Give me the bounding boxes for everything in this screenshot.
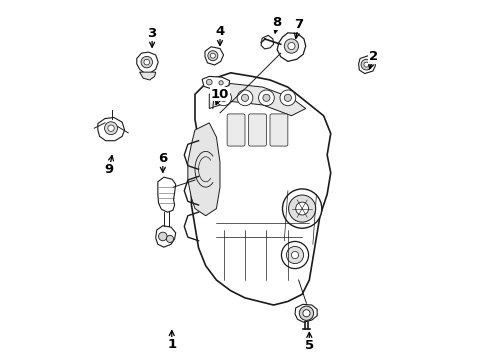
- Circle shape: [159, 232, 167, 241]
- Circle shape: [283, 189, 322, 228]
- PathPatch shape: [192, 73, 331, 305]
- Circle shape: [284, 39, 298, 53]
- Text: 5: 5: [305, 338, 314, 351]
- PathPatch shape: [205, 47, 223, 65]
- Text: 7: 7: [294, 18, 303, 31]
- PathPatch shape: [277, 33, 306, 62]
- Circle shape: [144, 59, 149, 65]
- Text: 3: 3: [147, 27, 157, 40]
- PathPatch shape: [98, 117, 124, 141]
- Circle shape: [104, 122, 118, 135]
- PathPatch shape: [140, 72, 156, 80]
- PathPatch shape: [156, 226, 176, 247]
- Circle shape: [108, 125, 114, 131]
- Text: 2: 2: [369, 50, 378, 63]
- Circle shape: [289, 195, 316, 222]
- PathPatch shape: [209, 84, 306, 116]
- FancyBboxPatch shape: [227, 114, 245, 146]
- Text: 6: 6: [158, 152, 168, 165]
- Circle shape: [242, 94, 248, 102]
- Circle shape: [220, 94, 227, 102]
- Circle shape: [210, 53, 215, 58]
- Circle shape: [237, 90, 253, 106]
- Text: 10: 10: [211, 88, 229, 101]
- FancyBboxPatch shape: [270, 114, 288, 146]
- Circle shape: [219, 81, 223, 85]
- PathPatch shape: [202, 76, 230, 89]
- Circle shape: [141, 57, 152, 68]
- PathPatch shape: [295, 304, 317, 322]
- PathPatch shape: [137, 52, 158, 73]
- PathPatch shape: [188, 123, 220, 216]
- Text: 1: 1: [167, 338, 176, 351]
- Circle shape: [299, 306, 314, 320]
- Circle shape: [216, 90, 231, 106]
- Text: 8: 8: [272, 16, 282, 29]
- Circle shape: [259, 90, 274, 106]
- Text: 9: 9: [105, 163, 114, 176]
- Circle shape: [364, 62, 369, 67]
- Circle shape: [206, 79, 212, 85]
- Circle shape: [263, 94, 270, 102]
- Circle shape: [296, 202, 309, 215]
- Circle shape: [292, 251, 298, 258]
- Circle shape: [288, 42, 295, 50]
- Circle shape: [280, 90, 296, 106]
- Circle shape: [284, 94, 292, 102]
- Circle shape: [208, 51, 218, 61]
- PathPatch shape: [158, 177, 176, 212]
- Text: 4: 4: [216, 25, 224, 38]
- Circle shape: [167, 235, 173, 243]
- FancyBboxPatch shape: [248, 114, 267, 146]
- Circle shape: [281, 242, 309, 269]
- Circle shape: [361, 59, 372, 70]
- Circle shape: [303, 310, 310, 317]
- Circle shape: [287, 247, 304, 264]
- PathPatch shape: [359, 56, 375, 73]
- PathPatch shape: [261, 35, 273, 49]
